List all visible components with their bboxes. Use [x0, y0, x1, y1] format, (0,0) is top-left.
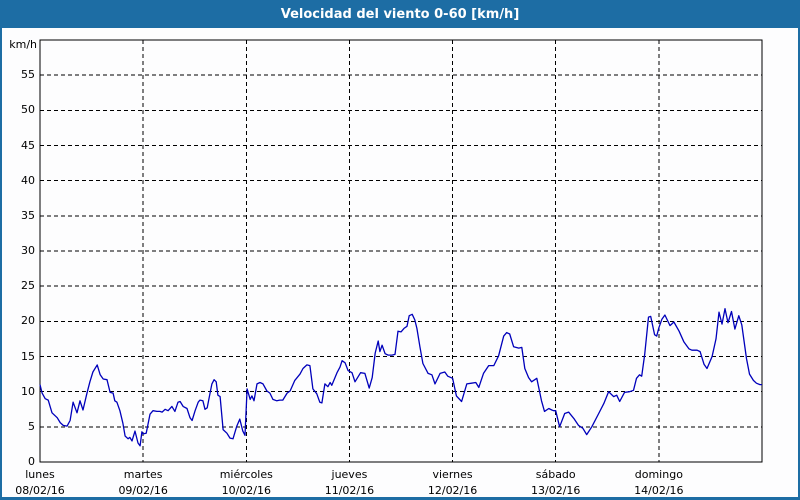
y-tick-label: 45	[21, 138, 35, 152]
x-day-name: lunes	[25, 468, 55, 481]
x-day-date: 14/02/16	[634, 484, 684, 497]
x-day-name: sábado	[535, 468, 576, 481]
y-tick-label: 5	[28, 419, 35, 433]
x-day-date: 08/02/16	[15, 484, 65, 497]
x-day-date: 13/02/16	[531, 484, 581, 497]
y-tick-label: 50	[21, 103, 35, 117]
y-tick-label: 40	[21, 173, 35, 187]
x-day-name: miércoles	[219, 468, 273, 481]
chart-title-bar: Velocidad del viento 0-60 [km/h]	[0, 0, 800, 28]
y-tick-label: 35	[21, 208, 35, 222]
x-day-date: 10/02/16	[221, 484, 271, 497]
x-day-name: martes	[123, 468, 163, 481]
y-tick-label: 55	[21, 68, 35, 82]
wind-speed-line	[39, 308, 762, 447]
y-tick-label: 20	[21, 314, 35, 328]
x-day-date: 09/02/16	[118, 484, 168, 497]
chart-title: Velocidad del viento 0-60 [km/h]	[280, 6, 520, 22]
x-day-name: viernes	[432, 468, 473, 481]
x-day-name: domingo	[634, 468, 683, 481]
x-day-name: jueves	[331, 468, 368, 481]
y-tick-label: 15	[21, 349, 35, 363]
y-tick-label: 0	[28, 455, 35, 468]
x-day-date: 12/02/16	[427, 484, 478, 497]
plot-border	[39, 39, 763, 463]
x-day-date: 11/02/16	[324, 484, 375, 497]
y-tick-label: 30	[21, 244, 35, 257]
y-tick-label: 10	[21, 384, 35, 398]
y-tick-label: 25	[21, 279, 35, 293]
y-axis-unit-label: km/h	[9, 38, 37, 51]
